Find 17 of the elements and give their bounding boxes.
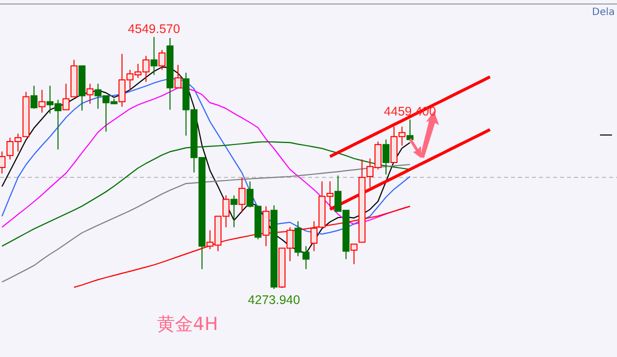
text: 黄金4H (157, 314, 218, 335)
candlestick (350, 244, 358, 265)
candlestick (30, 85, 38, 110)
annotation: 4549.570 (128, 22, 180, 36)
candlestick (86, 83, 94, 104)
candlestick (238, 176, 246, 213)
candlestick (150, 36, 158, 76)
candlestick (158, 49, 166, 70)
candlestick (174, 64, 182, 88)
candlestick (230, 194, 238, 228)
candlestick (62, 83, 70, 110)
annotation: 4273.940 (248, 293, 300, 307)
candlestick (310, 220, 318, 252)
candlestick (0, 151, 6, 174)
text: Dela (592, 7, 615, 18)
candlestick (38, 89, 46, 114)
candlestick (406, 118, 414, 140)
